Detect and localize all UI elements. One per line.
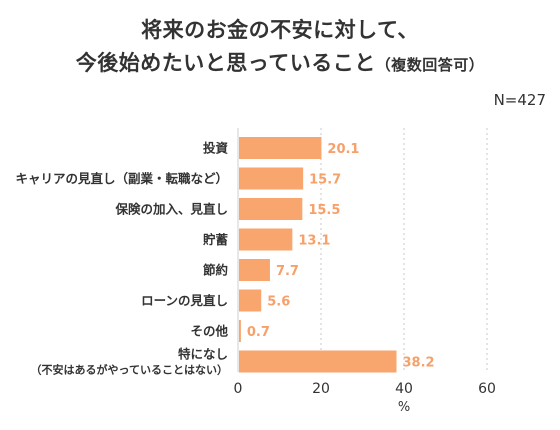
chart-title-line1: 将来のお金の不安に対して、 bbox=[141, 18, 419, 42]
chart-x-ticks: 0 20 40 60 bbox=[234, 381, 496, 397]
bar bbox=[239, 228, 293, 251]
bar bbox=[239, 289, 262, 312]
value-label: 15.5 bbox=[308, 203, 340, 218]
value-label: 5.6 bbox=[267, 295, 290, 310]
category-label: 節約 bbox=[203, 263, 228, 278]
sample-size-label: N=427 bbox=[493, 91, 546, 109]
bar bbox=[239, 259, 270, 281]
x-tick-label: 60 bbox=[478, 381, 496, 397]
category-label: その他 bbox=[190, 324, 228, 339]
bar bbox=[239, 350, 397, 373]
category-label: 貯蓄 bbox=[203, 232, 229, 247]
bar bbox=[239, 167, 304, 190]
chart-gridlines bbox=[320, 128, 488, 372]
bar bbox=[239, 198, 303, 220]
x-axis-unit: % bbox=[398, 400, 410, 415]
category-label: 保険の加入、見直し bbox=[114, 202, 228, 217]
value-label: 15.7 bbox=[309, 173, 341, 188]
value-label: 13.1 bbox=[298, 234, 330, 249]
x-tick-label: 0 bbox=[234, 381, 243, 397]
category-label: キャリアの見直し（副業・転職など） bbox=[15, 171, 228, 186]
value-label: 38.2 bbox=[403, 356, 435, 371]
x-tick-label: 40 bbox=[395, 381, 413, 397]
x-tick-label: 20 bbox=[312, 381, 330, 397]
chart-bars bbox=[239, 137, 397, 373]
bar bbox=[239, 320, 241, 342]
category-label: ローンの見直し bbox=[141, 293, 228, 308]
bar bbox=[239, 137, 322, 159]
value-label: 0.7 bbox=[247, 325, 270, 340]
category-label: 投資 bbox=[203, 141, 229, 156]
value-label: 20.1 bbox=[327, 142, 359, 157]
value-label: 7.7 bbox=[276, 264, 299, 279]
chart-title-main: 今後始めたいと思っていること bbox=[75, 51, 376, 75]
chart-value-labels: 20.1 15.7 15.5 13.1 7.7 5.6 0.7 38.2 bbox=[247, 142, 435, 371]
category-sublabel: （不安はあるがやっていることはない） bbox=[31, 363, 228, 377]
category-label: 特になし bbox=[178, 347, 228, 362]
chart-title-line2: 今後始めたいと思っていること（複数回答可） bbox=[0, 47, 560, 77]
chart-title-note: （複数回答可） bbox=[375, 56, 485, 74]
